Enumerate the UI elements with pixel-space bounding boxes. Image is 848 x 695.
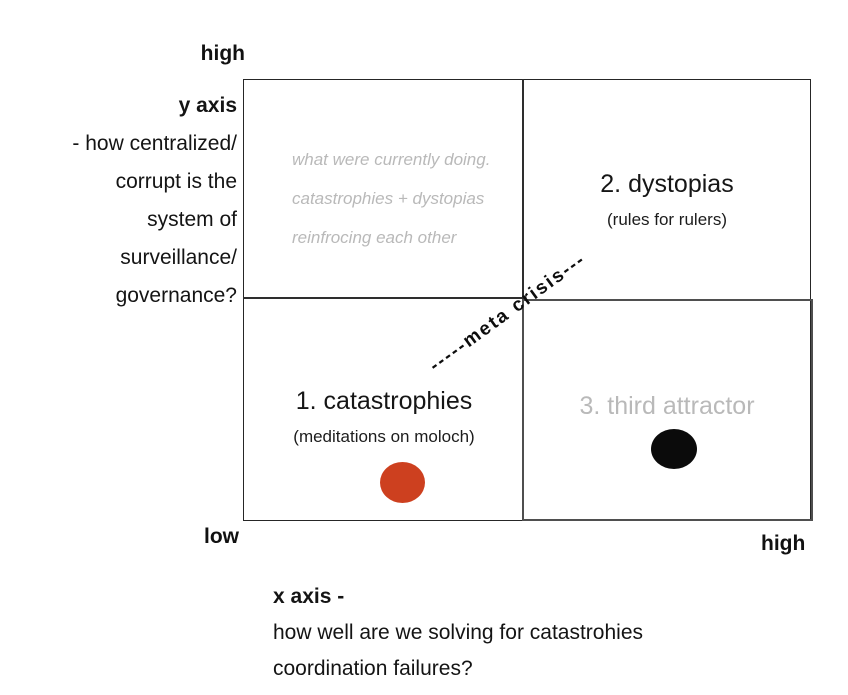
note-line: catastrophies + dystopias — [292, 189, 485, 208]
note-line: reinfrocing each other — [292, 228, 457, 247]
x-axis-title-block: x axis - how well are we solving for cat… — [273, 579, 643, 687]
y-axis-line: system of — [147, 208, 237, 231]
y-axis-line: - how centralized/ — [72, 132, 237, 155]
y-axis-line: governance? — [115, 284, 237, 307]
y-axis-line: surveillance/ — [120, 246, 237, 269]
dystopias-subtitle: (rules for rulers) — [607, 210, 727, 229]
third-attractor-title: 3. third attractor — [579, 392, 755, 420]
x-axis-high-label: high — [761, 532, 806, 555]
third-attractor-black-dot — [651, 429, 697, 469]
dystopias-title: 2. dystopias — [600, 170, 734, 198]
catastrophies-subtitle: (meditations on moloch) — [293, 427, 475, 446]
x-axis-title: x axis - — [273, 585, 345, 608]
note-line: what were currently doing. — [292, 150, 491, 169]
y-axis-high-label: high — [200, 42, 245, 65]
x-axis-line: how well are we solving for catastrohies — [273, 621, 644, 644]
quadrant-catastrophies: 1. catastrophies (meditations on moloch) — [245, 387, 523, 447]
x-axis-low-label: low — [204, 525, 239, 548]
quadrant-dystopias: 2. dystopias (rules for rulers) — [523, 170, 811, 230]
y-axis-title-block: y axis - how centralized/ corrupt is the… — [0, 87, 237, 315]
y-axis-title: y axis — [178, 94, 237, 117]
catastrophies-title: 1. catastrophies — [295, 387, 473, 415]
top-left-quadrant-note: what were currently doing. catastrophies… — [292, 140, 490, 257]
quadrant-horizontal-divider-left — [243, 297, 523, 299]
x-axis-line: coordination failures? — [273, 657, 473, 680]
bottom-right-quadrant-box — [522, 299, 813, 521]
y-axis-line: corrupt is the — [115, 170, 237, 193]
catastrophies-red-dot — [380, 462, 425, 503]
